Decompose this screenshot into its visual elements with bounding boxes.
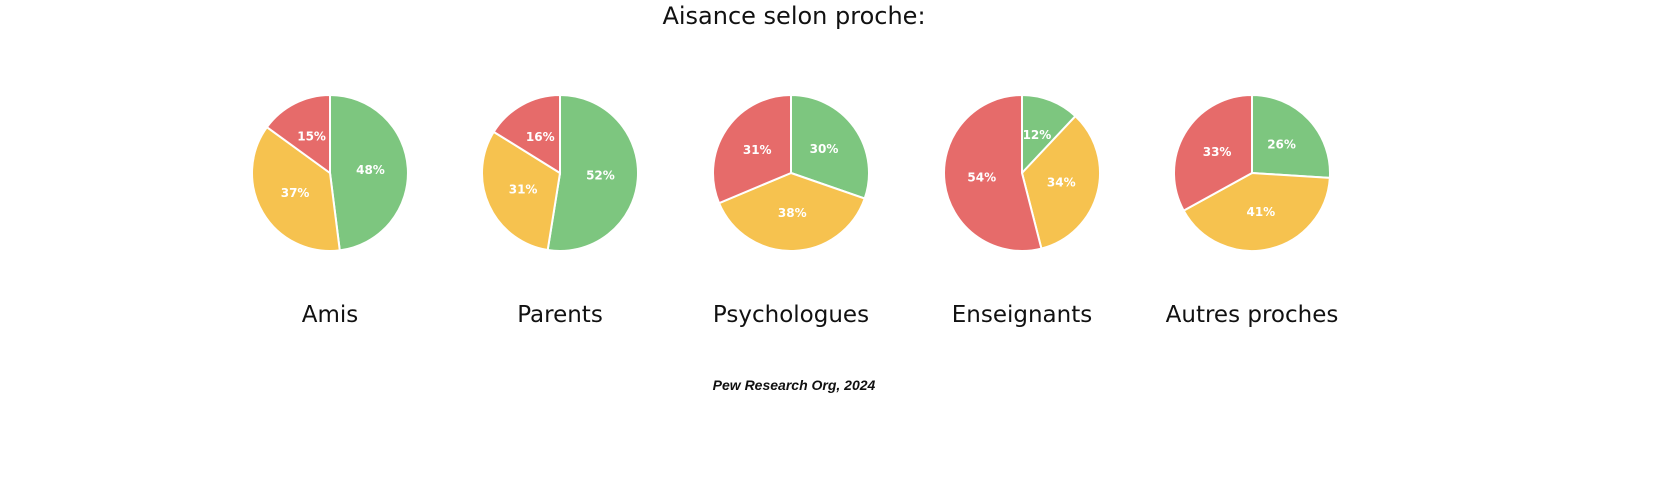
pie-slice-label-4-0: 26%	[1267, 138, 1296, 152]
pie-slice-label-2-2: 31%	[743, 143, 772, 157]
pie-chart-0: 48% 37% 15% Amis	[251, 93, 409, 328]
pie-slice-2-1	[717, 171, 866, 252]
pie-slice-2-0	[790, 93, 870, 200]
pie-slice-label-0-1: 37%	[281, 186, 310, 200]
pie-chart-2: 30% 38% 31% Psychologues	[712, 93, 870, 328]
source-note: Pew Research Org, 2024	[712, 377, 876, 393]
pie-slice-label-2-0: 30%	[810, 142, 839, 156]
pie-slice-label-3-2: 54%	[967, 171, 996, 185]
pie-slice-0-2	[265, 93, 331, 175]
pie-slice-4-2	[1173, 93, 1253, 212]
pie-chart-title-3: Enseignants	[952, 302, 1092, 328]
pie-slice-0-0	[329, 93, 409, 252]
pie-slice-label-4-2: 33%	[1203, 145, 1232, 159]
pie-slice-label-1-1: 31%	[509, 182, 538, 196]
pie-slice-label-3-0: 12%	[1023, 128, 1052, 142]
pie-slice-1-0	[546, 93, 639, 252]
pie-slice-3-2	[943, 93, 1043, 252]
pie-slice-2-2	[712, 93, 792, 205]
pie-slice-label-1-2: 16%	[526, 130, 555, 144]
pie-slice-4-0	[1251, 93, 1331, 179]
pie-slice-label-2-1: 38%	[778, 206, 807, 220]
pie-slice-label-1-0: 52%	[586, 169, 615, 183]
pie-slice-label-0-2: 15%	[297, 129, 326, 143]
pie-chart-title-2: Psychologues	[713, 302, 869, 328]
pie-slice-0-1	[251, 125, 341, 252]
pie-slice-label-0-0: 48%	[356, 163, 385, 177]
chart-title: Aisance selon proche:	[662, 2, 926, 30]
pie-chart-1: 52% 31% 16% Parents	[481, 93, 639, 328]
pie-slice-4-1	[1182, 171, 1331, 252]
pie-chart-4: 26% 41% 33% Autres proches	[1166, 93, 1339, 328]
pie-slice-label-4-1: 41%	[1246, 205, 1275, 219]
pie-chart-title-1: Parents	[517, 302, 603, 328]
pie-slice-3-1	[1020, 114, 1101, 250]
pie-chart-3: 12% 34% 54% Enseignants	[943, 93, 1101, 328]
pie-slice-label-3-1: 34%	[1047, 176, 1076, 190]
pie-chart-title-4: Autres proches	[1166, 302, 1339, 328]
pie-slice-1-2	[492, 93, 561, 175]
pie-chart-title-0: Amis	[302, 302, 359, 328]
